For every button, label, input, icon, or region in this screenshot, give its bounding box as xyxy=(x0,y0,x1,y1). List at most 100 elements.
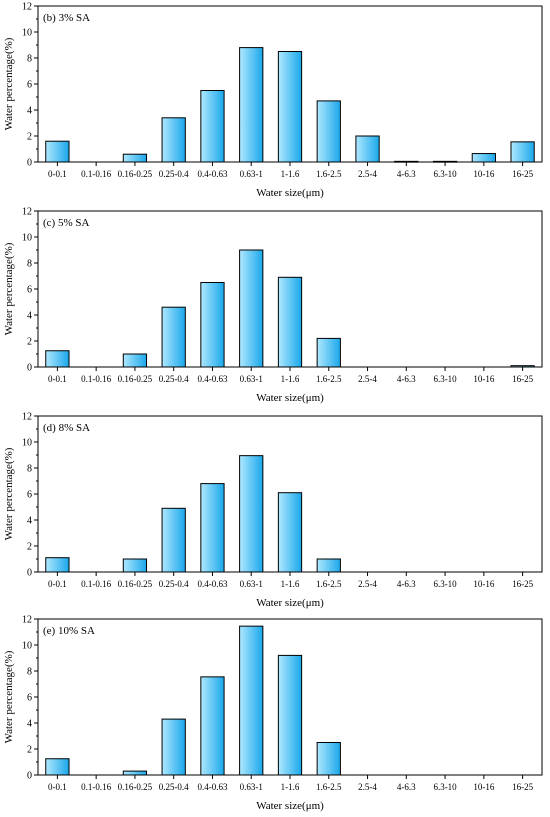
x-tick-label: 4-6.3 xyxy=(397,169,416,179)
x-axis-label: Water size(μm) xyxy=(256,187,324,199)
bar xyxy=(239,625,264,776)
y-tick-label: 12 xyxy=(22,412,32,423)
x-tick-label: 0.4-0.63 xyxy=(197,782,227,792)
x-tick-label: 0.25-0.4 xyxy=(159,579,189,589)
y-tick-label: 0 xyxy=(27,158,32,169)
x-tick-label: 0.4-0.63 xyxy=(197,374,227,384)
y-tick-label: 4 xyxy=(27,311,32,322)
chart-svg: 0 2 4 6 8 10 12 0-0.1 0.1-0.16 0.16-0.25 0.25-0.4 0… xyxy=(3,2,543,199)
panel-label: (e) 10% SA xyxy=(43,625,95,637)
x-tick-label: 0-0.1 xyxy=(48,374,67,384)
x-tick-label: 16-25 xyxy=(512,169,533,179)
x-tick-label: 10-16 xyxy=(473,782,494,792)
y-axis-label: Water percentage(%) xyxy=(3,37,15,130)
bar xyxy=(45,140,70,163)
bar xyxy=(161,306,186,368)
bar xyxy=(200,676,225,776)
x-tick-label: 0.1-0.16 xyxy=(81,169,111,179)
x-tick-label: 16-25 xyxy=(512,782,533,792)
x-tick-label: 2.5-4 xyxy=(358,169,377,179)
y-tick-label: 2 xyxy=(27,745,32,756)
y-tick-label: 10 xyxy=(22,28,32,39)
x-tick-label: 0.25-0.4 xyxy=(159,169,189,179)
x-tick-label: 1-1.6 xyxy=(281,782,300,792)
x-tick-label: 10-16 xyxy=(473,169,494,179)
y-tick-label: 0 xyxy=(27,568,32,579)
x-tick-label: 6.3-10 xyxy=(433,579,457,589)
x-tick-label: 1-1.6 xyxy=(281,579,300,589)
bar xyxy=(277,492,303,573)
bar xyxy=(277,51,303,163)
y-tick-label: 6 xyxy=(27,80,32,91)
bar xyxy=(122,558,148,573)
x-tick-label: 1.6-2.5 xyxy=(316,374,342,384)
bar xyxy=(239,47,264,163)
x-tick-label: 6.3-10 xyxy=(433,374,457,384)
y-tick-label: 8 xyxy=(27,464,32,475)
y-tick-label: 0 xyxy=(27,363,32,374)
y-tick-label: 8 xyxy=(27,667,32,678)
bar xyxy=(239,455,264,573)
x-tick-label: 0.25-0.4 xyxy=(159,374,189,384)
panel-label: (b) 3% SA xyxy=(43,12,90,24)
y-tick-label: 6 xyxy=(27,490,32,501)
bar xyxy=(277,654,303,776)
y-axis-label: Water percentage(%) xyxy=(3,447,15,540)
bar xyxy=(316,100,341,163)
bar xyxy=(161,718,186,776)
bar xyxy=(45,350,70,368)
chart-svg: 0 2 4 6 8 10 12 0-0.1 0.1-0.16 0.16-0.25 0.25-0.4 0… xyxy=(3,615,543,812)
y-tick-label: 10 xyxy=(22,438,32,449)
x-tick-label: 0.16-0.25 xyxy=(118,374,153,384)
y-tick-label: 2 xyxy=(27,132,32,143)
bar xyxy=(239,249,264,368)
x-tick-label: 4-6.3 xyxy=(397,579,416,589)
bar xyxy=(316,337,341,368)
x-tick-label: 1.6-2.5 xyxy=(316,169,342,179)
bar xyxy=(200,90,225,163)
x-tick-label: 0.63-1 xyxy=(240,782,263,792)
x-tick-label: 2.5-4 xyxy=(358,782,377,792)
y-tick-label: 4 xyxy=(27,719,32,730)
bar xyxy=(122,153,148,163)
x-tick-label: 0.25-0.4 xyxy=(159,782,189,792)
chart-panel-d: 0 2 4 6 8 10 12 0-0.1 0.1-0.16 0.16-0.25 0.25-0.4 0… xyxy=(0,410,550,610)
y-axis-label: Water percentage(%) xyxy=(3,242,15,335)
x-tick-label: 1-1.6 xyxy=(281,374,300,384)
bar xyxy=(471,153,496,163)
x-tick-label: 16-25 xyxy=(512,579,533,589)
y-tick-label: 2 xyxy=(27,542,32,553)
x-tick-label: 0.16-0.25 xyxy=(118,169,153,179)
x-axis-label: Water size(μm) xyxy=(256,597,324,609)
chart-panel-b: 0 2 4 6 8 10 12 0-0.1 0.1-0.16 0.16-0.25 0.25-0.4 0… xyxy=(0,0,550,200)
panel-label: (c) 5% SA xyxy=(43,217,89,229)
x-tick-label: 0.63-1 xyxy=(240,374,263,384)
panel-label: (d) 8% SA xyxy=(43,422,90,434)
x-tick-label: 0.4-0.63 xyxy=(197,169,227,179)
bar xyxy=(45,557,70,573)
y-tick-label: 8 xyxy=(27,259,32,270)
x-tick-label: 0.63-1 xyxy=(240,579,263,589)
x-tick-label: 0.1-0.16 xyxy=(81,782,111,792)
y-tick-label: 6 xyxy=(27,693,32,704)
bar xyxy=(161,507,186,573)
x-tick-label: 6.3-10 xyxy=(433,169,457,179)
y-tick-label: 12 xyxy=(22,2,32,13)
x-tick-label: 0.16-0.25 xyxy=(118,782,153,792)
bar xyxy=(122,770,148,776)
y-tick-label: 12 xyxy=(22,207,32,218)
x-tick-label: 16-25 xyxy=(512,374,533,384)
bar xyxy=(316,558,341,573)
x-tick-label: 0.63-1 xyxy=(240,169,263,179)
x-tick-label: 1-1.6 xyxy=(281,169,300,179)
x-tick-label: 0.4-0.63 xyxy=(197,579,227,589)
x-tick-label: 6.3-10 xyxy=(433,782,457,792)
y-tick-label: 12 xyxy=(22,615,32,626)
bar xyxy=(316,742,341,776)
x-tick-label: 10-16 xyxy=(473,374,494,384)
y-tick-label: 4 xyxy=(27,106,32,117)
y-tick-label: 4 xyxy=(27,516,32,527)
x-tick-label: 0-0.1 xyxy=(48,169,67,179)
x-tick-label: 0.1-0.16 xyxy=(81,579,111,589)
